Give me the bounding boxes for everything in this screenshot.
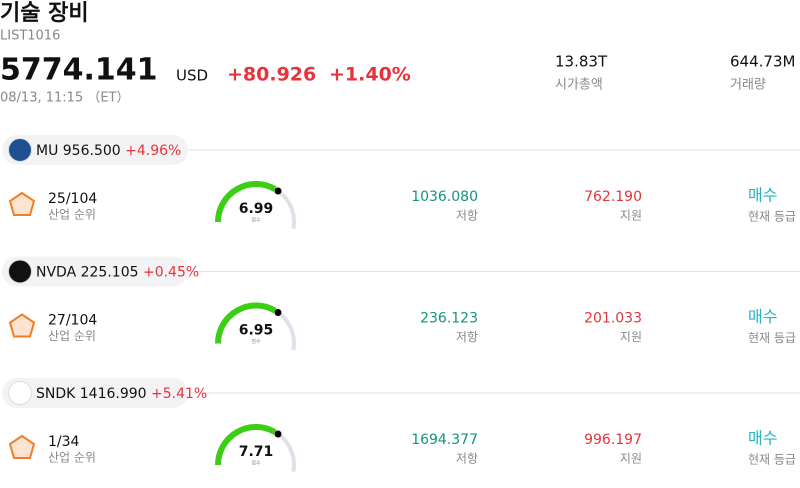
rank-icon xyxy=(8,191,36,216)
resistance-label: 저항 xyxy=(456,209,478,223)
title: 기술 장비 xyxy=(0,1,89,26)
support-label: 지원 xyxy=(620,330,642,344)
support-label: 지원 xyxy=(620,209,642,223)
rank: 25/104 xyxy=(48,191,97,207)
gauge-dot xyxy=(274,309,282,316)
support: 762.190 xyxy=(584,189,642,205)
resistance: 1036.080 xyxy=(411,189,478,205)
score: 7.71 xyxy=(239,444,274,460)
stock-change: +4.96% xyxy=(125,143,181,159)
rating-label: 현재 등급 xyxy=(748,210,796,224)
score-label: 점수 xyxy=(251,460,261,467)
rating: 매수 xyxy=(748,307,777,326)
stock-pill[interactable] xyxy=(2,135,188,165)
support: 201.033 xyxy=(584,311,642,327)
rating-label: 현재 등급 xyxy=(748,331,796,345)
resistance: 1694.377 xyxy=(411,432,478,448)
ticker-price: MU 956.500 xyxy=(36,143,125,159)
stock-label: SNDK 1416.990 +5.41% xyxy=(36,386,207,402)
rank-label: 산업 순위 xyxy=(48,451,96,465)
logo xyxy=(8,259,32,284)
stock-change: +5.41% xyxy=(151,386,207,402)
rank-icon xyxy=(8,434,36,459)
gauge-dot xyxy=(274,187,282,195)
support-label: 지원 xyxy=(620,452,642,466)
logo xyxy=(8,381,32,405)
rank-icon xyxy=(8,313,36,338)
ticker-price: NVDA 225.105 xyxy=(36,265,143,281)
rating: 매수 xyxy=(748,429,777,448)
score: 6.99 xyxy=(239,201,274,217)
resistance: 236.123 xyxy=(420,311,478,327)
stock-pill[interactable] xyxy=(2,256,188,287)
currency: USD xyxy=(176,67,208,85)
stock-pill[interactable] xyxy=(2,378,188,408)
volume: 644.73M xyxy=(730,53,795,71)
resistance-label: 저항 xyxy=(456,452,478,466)
score-label: 점수 xyxy=(251,217,261,224)
rating: 매수 xyxy=(748,186,777,205)
gauge-dot xyxy=(274,430,282,438)
stock-label: NVDA 225.105 +0.45% xyxy=(36,265,199,281)
market-cap: 13.83T xyxy=(555,53,608,71)
rank-label: 산업 순위 xyxy=(48,329,96,343)
rating-label: 현재 등급 xyxy=(748,453,796,467)
time: 08/13, 11:15 （ET） xyxy=(0,91,129,106)
rank: 27/104 xyxy=(48,313,97,329)
support: 996.197 xyxy=(584,432,642,448)
volume-label: 거래량 xyxy=(730,78,766,93)
logo xyxy=(8,138,32,162)
change: +80.926 xyxy=(227,64,316,86)
score: 6.95 xyxy=(239,323,274,339)
gauge-fill xyxy=(215,181,277,223)
gauge-fill xyxy=(215,302,277,344)
change-pct: +1.40% xyxy=(329,64,411,86)
code: LIST1016 xyxy=(0,29,60,44)
gauge-fill xyxy=(215,424,277,466)
rank: 1/34 xyxy=(48,434,80,450)
score-label: 점수 xyxy=(251,338,261,345)
resistance-label: 저항 xyxy=(456,330,478,344)
ticker-price: SNDK 1416.990 xyxy=(36,386,151,402)
stock-change: +0.45% xyxy=(143,265,199,281)
stock-label: MU 956.500 +4.96% xyxy=(36,143,181,159)
rank-label: 산업 순위 xyxy=(48,208,96,222)
market-cap-label: 시가총액 xyxy=(555,78,603,93)
price: 5774.141 xyxy=(0,53,158,88)
